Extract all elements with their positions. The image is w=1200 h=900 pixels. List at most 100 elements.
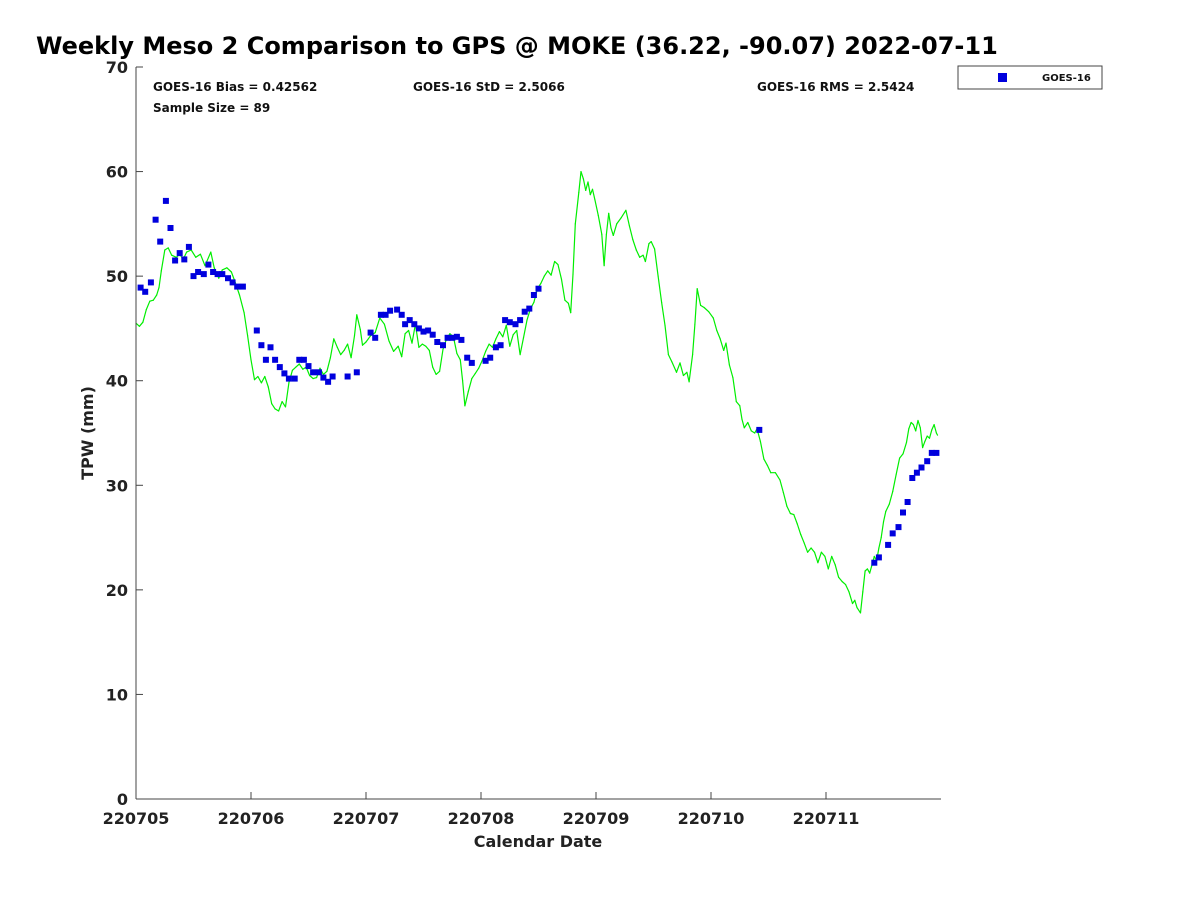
goes16-point <box>434 339 441 345</box>
goes16-point <box>909 475 916 481</box>
gps-line-segment <box>274 408 280 412</box>
goes16-point <box>225 275 231 282</box>
gps-line-segment <box>603 233 608 267</box>
goes16-point <box>429 331 436 338</box>
gps-line-segment <box>605 212 610 235</box>
gps-line-segment <box>505 324 511 347</box>
y-tick-label: 40 <box>106 372 128 391</box>
gps-line-segment <box>694 288 698 325</box>
gps-line-segment <box>199 253 206 267</box>
gps-line-segment <box>498 331 504 338</box>
gps-line-segment <box>928 429 933 439</box>
axes: 220705 220706 220707 220708 220709 220710 2207… <box>103 58 941 828</box>
goes16-point <box>262 356 269 363</box>
gps-line-segment <box>336 346 342 356</box>
goes16-point <box>210 269 217 275</box>
goes16-point <box>517 317 524 324</box>
goes16-point <box>440 342 446 349</box>
gps-line-segment <box>485 343 490 352</box>
y-tick-label: 10 <box>106 685 128 704</box>
x-tick-label: 220706 <box>218 809 285 828</box>
gps-line-segment <box>347 343 352 359</box>
goes16-point <box>458 336 465 343</box>
gps-line-segment <box>456 352 461 361</box>
goes16-point <box>239 283 246 290</box>
gps-line-segment <box>418 343 423 348</box>
goes16-point <box>497 342 504 349</box>
gps-line-segment <box>397 345 403 358</box>
gps-line-segment <box>190 249 197 258</box>
gps-line-segment <box>699 304 705 309</box>
gps-line-segment <box>550 260 556 276</box>
gps-line-segment <box>919 427 924 449</box>
goes16-point <box>875 554 882 561</box>
gps-line-segment <box>671 361 678 373</box>
gps-line-segment <box>895 457 901 476</box>
legend-box <box>957 65 1103 90</box>
gps-line-segment <box>882 510 887 523</box>
gps-line-segment <box>580 171 585 180</box>
gps-line-segment <box>763 458 769 466</box>
goes16-point <box>234 283 241 290</box>
gps-line-segment <box>333 338 338 348</box>
gps-line-segment <box>432 366 437 375</box>
goes16-point <box>924 458 931 465</box>
goes16-point <box>492 344 499 351</box>
gps-line-segment <box>898 453 904 459</box>
goes16-point <box>411 321 418 328</box>
goes16-point <box>464 354 471 361</box>
gps-line-segment <box>935 432 939 436</box>
gps-line-segment <box>869 564 873 574</box>
gps-line-segment <box>428 349 434 368</box>
gps-line-segment <box>509 334 514 347</box>
goes16-point <box>367 329 374 336</box>
gps-line-segment <box>459 359 464 382</box>
goes16-point <box>895 524 902 531</box>
gps-line-segment <box>361 341 367 346</box>
gps-line-segment <box>519 337 525 356</box>
gps-line-segment <box>471 372 476 380</box>
gps-line-segment <box>495 331 500 340</box>
gps-line-segment <box>411 323 416 344</box>
goes16-point <box>162 197 169 204</box>
gps-line-segment <box>250 359 256 381</box>
gps-line-segment <box>312 377 318 380</box>
gps-line-segment <box>834 564 840 578</box>
goes16-point <box>900 509 906 516</box>
plot-area <box>135 171 940 614</box>
gps-line-segment <box>880 521 885 539</box>
gps-line-segment <box>885 503 890 512</box>
gps-line-segment <box>135 322 140 327</box>
goes16-series-layer <box>137 197 940 566</box>
gps-line-segment <box>281 401 287 408</box>
goes16-point <box>387 307 394 314</box>
gps-line-segment <box>243 312 249 337</box>
gps-line-segment <box>488 343 494 348</box>
goes16-point <box>157 238 164 245</box>
goes16-point <box>526 305 533 312</box>
gps-line-segment <box>924 435 928 442</box>
gps-line-segment <box>628 225 634 241</box>
gps-line-segment <box>393 345 399 352</box>
gps-line-segment <box>322 370 328 375</box>
goes16-point <box>487 354 494 361</box>
gps-line-segment <box>408 329 413 344</box>
gps-line-segment <box>779 479 785 494</box>
goes16-point <box>453 333 460 340</box>
gps-line-segment <box>856 606 862 614</box>
gps-line-segment <box>267 386 273 405</box>
gps-line-segment <box>612 223 618 236</box>
gps-line-segment <box>653 248 659 277</box>
gps-line-segment <box>474 367 480 374</box>
gps-line-segment <box>291 366 297 371</box>
gps-line-segment <box>142 309 147 323</box>
gps-line-segment <box>574 191 580 225</box>
goes16-point <box>320 374 327 381</box>
gps-line-segment <box>478 360 483 369</box>
goes16-point <box>398 311 405 318</box>
gps-line-segment <box>620 209 627 219</box>
goes16-point <box>305 363 312 370</box>
legend: GOES-16 <box>957 65 1103 90</box>
gps-line-segment <box>824 555 829 570</box>
gps-line-segment <box>570 273 574 314</box>
